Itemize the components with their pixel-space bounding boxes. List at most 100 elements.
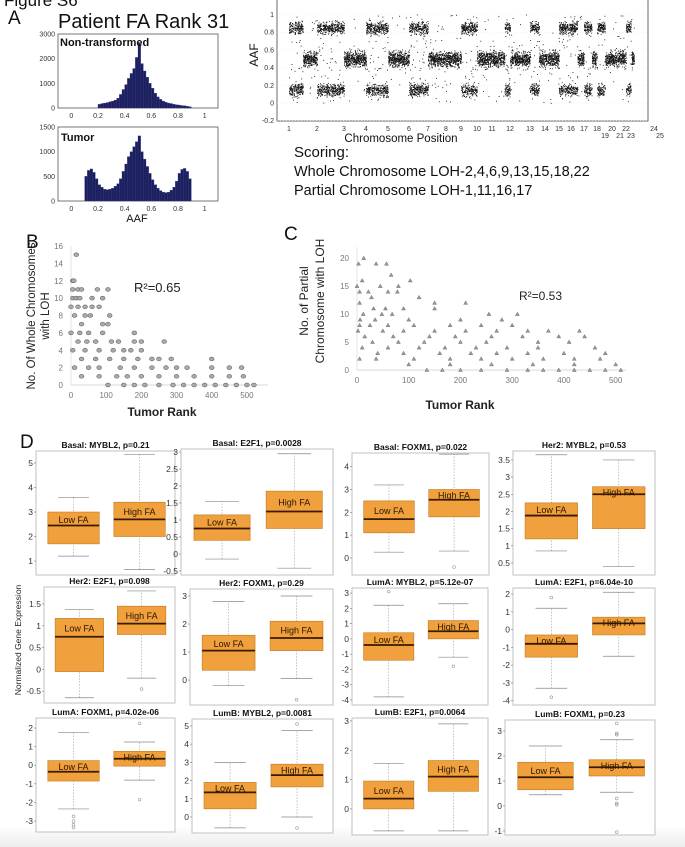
data-point xyxy=(357,61,359,63)
data-point xyxy=(439,59,441,61)
data-point xyxy=(371,25,373,27)
data-point xyxy=(469,26,470,28)
data-point xyxy=(385,85,387,87)
data-point xyxy=(308,59,310,61)
data-point xyxy=(467,93,469,95)
data-point xyxy=(471,91,473,93)
data-point xyxy=(324,33,326,35)
data-point xyxy=(386,86,388,88)
plot-frame xyxy=(276,0,649,122)
data-point xyxy=(388,56,390,58)
data-point xyxy=(487,60,489,62)
data-point xyxy=(440,51,442,52)
data-point xyxy=(296,91,298,93)
data-point xyxy=(455,56,457,58)
data-point xyxy=(502,54,504,56)
x-tick-label: 0.8 xyxy=(173,206,183,213)
data-point xyxy=(487,54,489,56)
data-point xyxy=(482,56,484,58)
data-point xyxy=(474,27,476,28)
data-point xyxy=(343,28,344,29)
data-point xyxy=(308,54,310,56)
data-point xyxy=(420,88,421,90)
data-point xyxy=(420,84,422,86)
data-point xyxy=(309,88,311,90)
data-point xyxy=(347,59,348,61)
histogram-bar xyxy=(87,170,91,202)
data-point xyxy=(427,29,428,31)
data-point xyxy=(387,89,389,91)
data-point xyxy=(384,47,386,49)
data-point xyxy=(317,29,319,31)
data-point xyxy=(403,57,405,59)
histogram-bar xyxy=(97,184,101,202)
data-point xyxy=(504,58,506,60)
data-point xyxy=(504,54,505,56)
data-point xyxy=(432,55,434,57)
data-point xyxy=(336,92,337,94)
data-point xyxy=(460,55,462,57)
data-point xyxy=(392,66,394,68)
data-point xyxy=(472,26,474,28)
data-point xyxy=(498,52,500,54)
data-point xyxy=(430,61,432,63)
data-point xyxy=(477,62,479,64)
data-point xyxy=(437,58,439,60)
data-point xyxy=(459,58,461,60)
data-point xyxy=(328,82,329,84)
data-point xyxy=(456,58,458,60)
data-point xyxy=(400,58,402,60)
data-point xyxy=(421,22,423,24)
data-point xyxy=(465,96,467,98)
data-point xyxy=(471,88,472,90)
data-point xyxy=(475,94,477,96)
data-point xyxy=(471,23,473,24)
data-point xyxy=(479,65,481,67)
data-point xyxy=(471,30,472,32)
data-point xyxy=(289,87,291,89)
data-point xyxy=(314,60,316,62)
data-point xyxy=(484,76,486,78)
data-point xyxy=(392,56,393,58)
x-tick-label: 1 xyxy=(203,113,207,120)
data-point xyxy=(416,89,418,91)
data-point xyxy=(378,31,379,33)
data-point xyxy=(498,96,500,97)
data-point xyxy=(502,57,504,59)
data-point xyxy=(297,84,299,86)
data-point xyxy=(318,93,320,95)
data-point xyxy=(363,65,365,67)
data-point xyxy=(391,58,393,60)
data-point xyxy=(402,53,404,55)
data-point xyxy=(424,84,426,85)
histogram-bar xyxy=(161,191,165,202)
data-point xyxy=(479,54,480,56)
x-tick-label: 0 xyxy=(69,206,73,213)
data-point xyxy=(435,54,437,55)
data-point xyxy=(418,92,419,94)
data-point xyxy=(460,63,462,65)
data-point xyxy=(460,62,462,64)
data-point xyxy=(431,58,433,60)
data-point xyxy=(327,26,329,27)
data-point xyxy=(334,91,336,93)
data-point xyxy=(358,56,359,58)
data-point xyxy=(381,92,383,93)
data-point xyxy=(483,55,485,56)
data-point xyxy=(412,77,414,79)
data-point xyxy=(353,54,355,56)
data-point xyxy=(419,92,421,94)
data-point xyxy=(388,51,390,53)
data-point xyxy=(468,26,470,28)
data-point xyxy=(338,30,340,32)
data-point xyxy=(366,33,368,35)
data-point xyxy=(337,85,339,87)
data-point xyxy=(319,27,320,29)
data-point xyxy=(337,30,339,32)
data-point xyxy=(476,34,477,36)
data-point xyxy=(493,63,495,64)
data-point xyxy=(310,60,312,61)
histogram-bar xyxy=(132,146,136,202)
data-point xyxy=(387,97,389,99)
